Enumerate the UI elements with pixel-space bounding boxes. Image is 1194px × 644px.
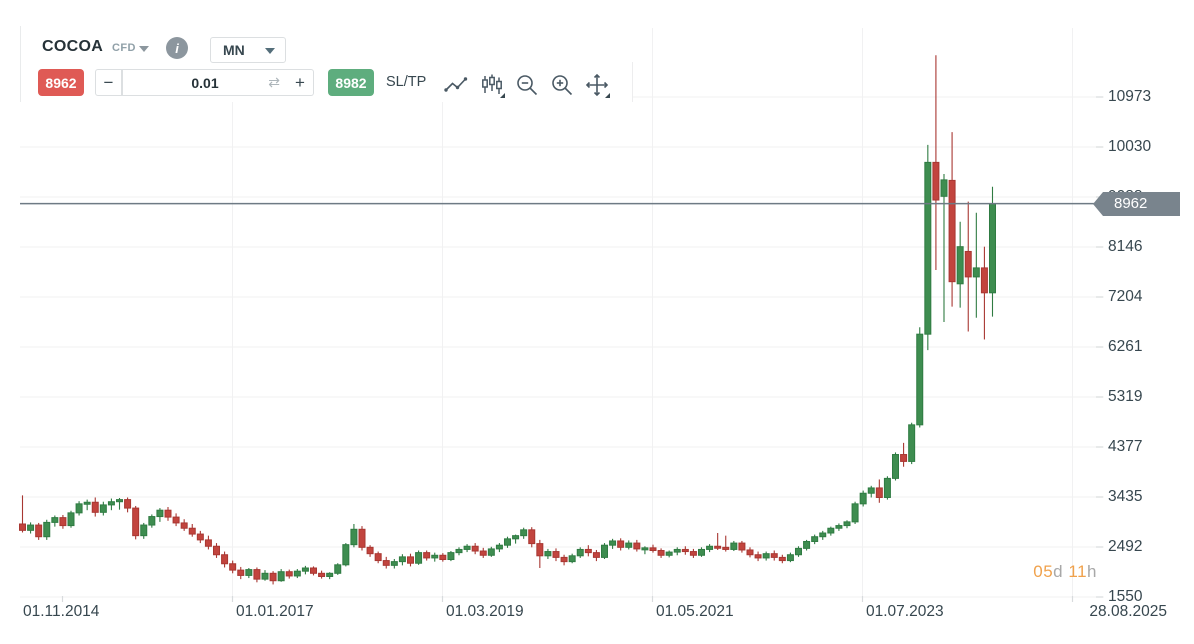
instrument-type-label: CFD: [112, 42, 136, 54]
time-axis-label: 01.05.2021: [656, 603, 734, 620]
current-price-value: 8962: [1114, 195, 1148, 213]
candlestick-style-icon[interactable]: [479, 72, 505, 98]
timeframe-dropdown[interactable]: MN: [210, 37, 286, 63]
price-axis-label: 4377: [1108, 437, 1143, 455]
volume-value: 0.01: [191, 74, 219, 91]
timeframe-value: MN: [223, 42, 245, 58]
time-axis-label: 01.03.2019: [446, 603, 524, 620]
volume-input[interactable]: 0.01 ⇄: [122, 69, 287, 96]
price-axis-label: 1550: [1108, 587, 1143, 605]
zoom-out-icon[interactable]: [514, 72, 540, 98]
volume-refresh-icon[interactable]: ⇄: [268, 74, 280, 90]
pan-crosshair-icon[interactable]: [584, 72, 610, 98]
submenu-corner-icon: [500, 93, 505, 98]
price-axis-label: 7204: [1108, 287, 1143, 305]
price-axis-label: 5319: [1108, 387, 1143, 405]
price-axis-label: 10973: [1108, 87, 1152, 105]
toolbar-divider: [632, 62, 633, 102]
price-axis-label: 6261: [1108, 337, 1143, 355]
current-price-tag: 8962: [1093, 191, 1180, 216]
sltp-button[interactable]: SL/TP: [386, 74, 427, 90]
submenu-corner-icon: [605, 93, 610, 98]
zoom-in-icon[interactable]: [549, 72, 575, 98]
price-axis-label: 8146: [1108, 237, 1143, 255]
candle-countdown: 05d 11h: [1033, 562, 1097, 581]
time-axis-label: 01.07.2023: [866, 603, 944, 620]
time-axis-label: 28.08.2025: [1089, 603, 1167, 620]
volume-decrease-button[interactable]: −: [95, 69, 122, 96]
time-axis-label: 01.11.2014: [23, 603, 100, 620]
price-axis-label: 2492: [1108, 537, 1143, 555]
volume-increase-button[interactable]: +: [287, 69, 314, 96]
buy-button[interactable]: 8982: [328, 69, 374, 96]
sell-button[interactable]: 8962: [38, 69, 84, 96]
price-axis-label: 10030: [1108, 137, 1152, 155]
time-axis-label: 01.01.2017: [236, 603, 314, 620]
chevron-down-icon: [265, 48, 275, 54]
symbol-name[interactable]: COCOA: [42, 38, 104, 55]
price-axis-label: 3435: [1108, 487, 1143, 505]
chevron-down-icon[interactable]: [139, 46, 149, 52]
line-chart-icon[interactable]: [443, 72, 469, 98]
info-icon[interactable]: i: [166, 37, 188, 59]
